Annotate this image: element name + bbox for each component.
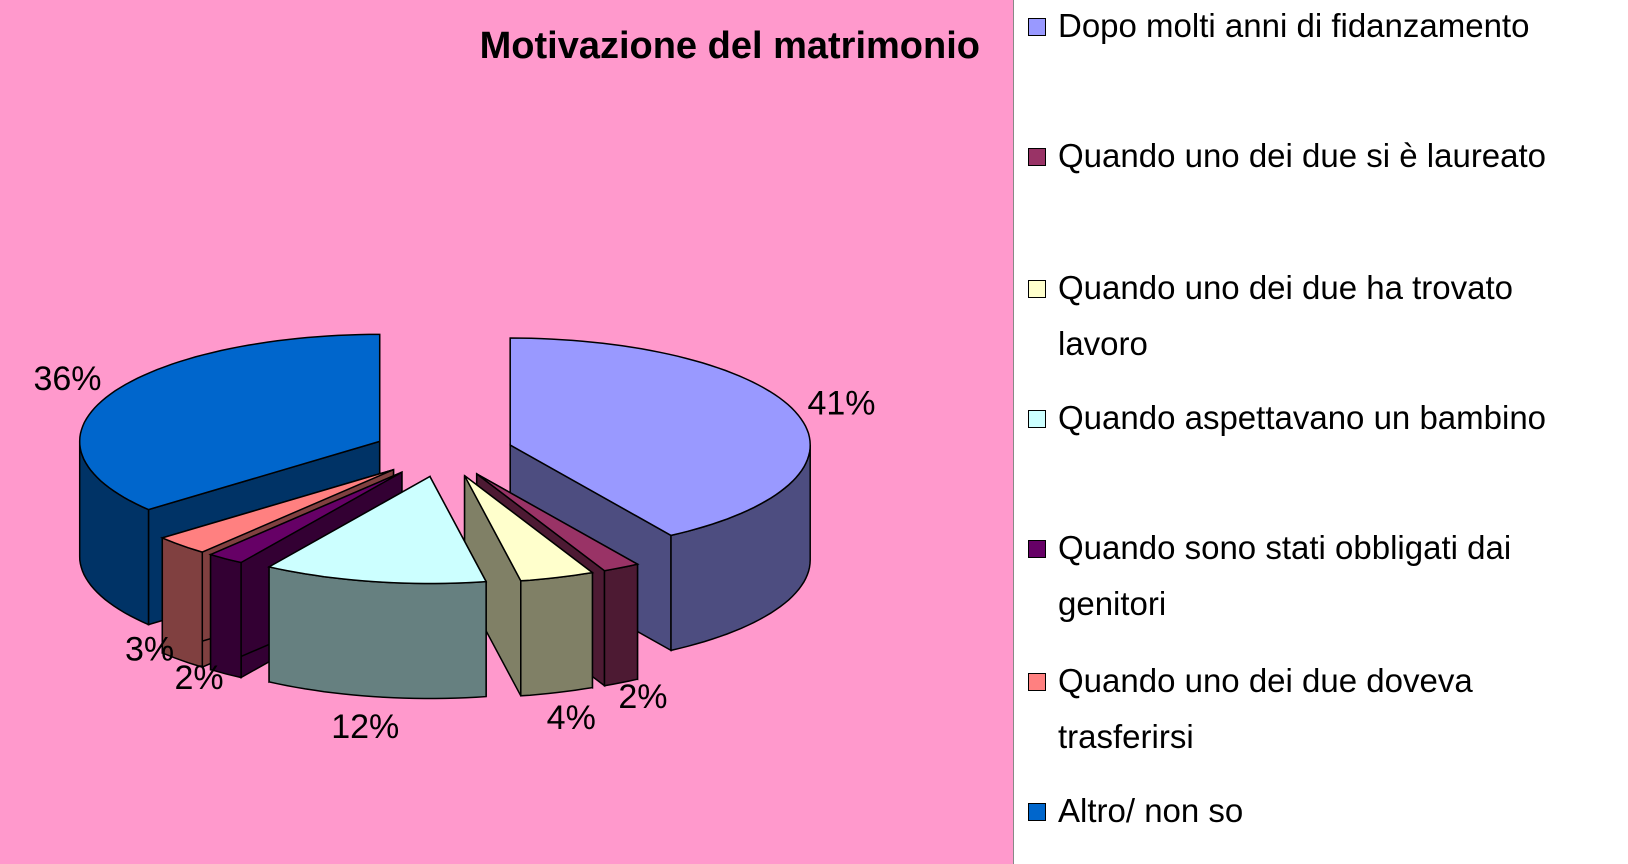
legend-item: Quando uno dei due doveva trasferirsi — [1028, 653, 1618, 765]
legend-swatch — [1028, 673, 1046, 691]
data-label: 2% — [618, 678, 667, 716]
slice-top — [267, 475, 488, 585]
legend-label: Dopo molti anni di fidanzamento — [1058, 7, 1530, 44]
legend-item: Quando aspettavano un bambino — [1028, 390, 1618, 446]
slice-wall — [520, 571, 594, 697]
legend: Dopo molti anni di fidanzamento Quando un… — [1013, 0, 1628, 864]
legend-label: Quando uno dei due ha trovato lavoro — [1058, 269, 1514, 362]
slice-wall — [268, 565, 487, 700]
legend-label: Quando uno dei due si è laureato — [1058, 137, 1547, 174]
slice-top — [476, 473, 640, 572]
legend-swatch — [1028, 410, 1046, 428]
legend-swatch — [1028, 18, 1046, 36]
legend-item: Quando uno dei due si è laureato — [1028, 128, 1618, 184]
legend-label: Quando sono stati obbligati dai genitori — [1058, 529, 1512, 622]
legend-item: Dopo molti anni di fidanzamento — [1028, 0, 1618, 54]
data-label: 12% — [331, 708, 399, 746]
chart: Motivazione del matrimonio 41%2%4%12%2%3… — [33, 25, 980, 746]
slice-top — [208, 471, 403, 564]
legend-swatch — [1028, 803, 1046, 821]
slice-top — [509, 337, 811, 537]
legend-item: Quando uno dei due ha trovato lavoro — [1028, 260, 1618, 372]
slice-top — [160, 468, 394, 553]
legend-item: Quando sono stati obbligati dai genitori — [1028, 520, 1618, 632]
data-label: 36% — [33, 360, 101, 398]
slice — [463, 474, 595, 697]
slice-top — [78, 333, 381, 511]
legend-swatch — [1028, 540, 1046, 558]
data-label: 41% — [807, 384, 875, 422]
legend-label: Quando aspettavano un bambino — [1058, 399, 1547, 436]
data-label: 3% — [125, 630, 174, 668]
legend-swatch — [1028, 280, 1046, 298]
slice — [267, 475, 488, 700]
data-label: 4% — [547, 699, 596, 737]
legend-swatch — [1028, 148, 1046, 166]
data-label: 2% — [174, 659, 223, 697]
legend-label: Altro/ non so — [1058, 792, 1244, 829]
slice-wall — [603, 563, 639, 687]
legend-label: Quando uno dei due doveva trasferirsi — [1058, 662, 1473, 755]
slice-top — [463, 475, 595, 582]
chart-title: Motivazione del matrimonio — [480, 25, 980, 67]
legend-item: Altro/ non so — [1028, 783, 1618, 839]
